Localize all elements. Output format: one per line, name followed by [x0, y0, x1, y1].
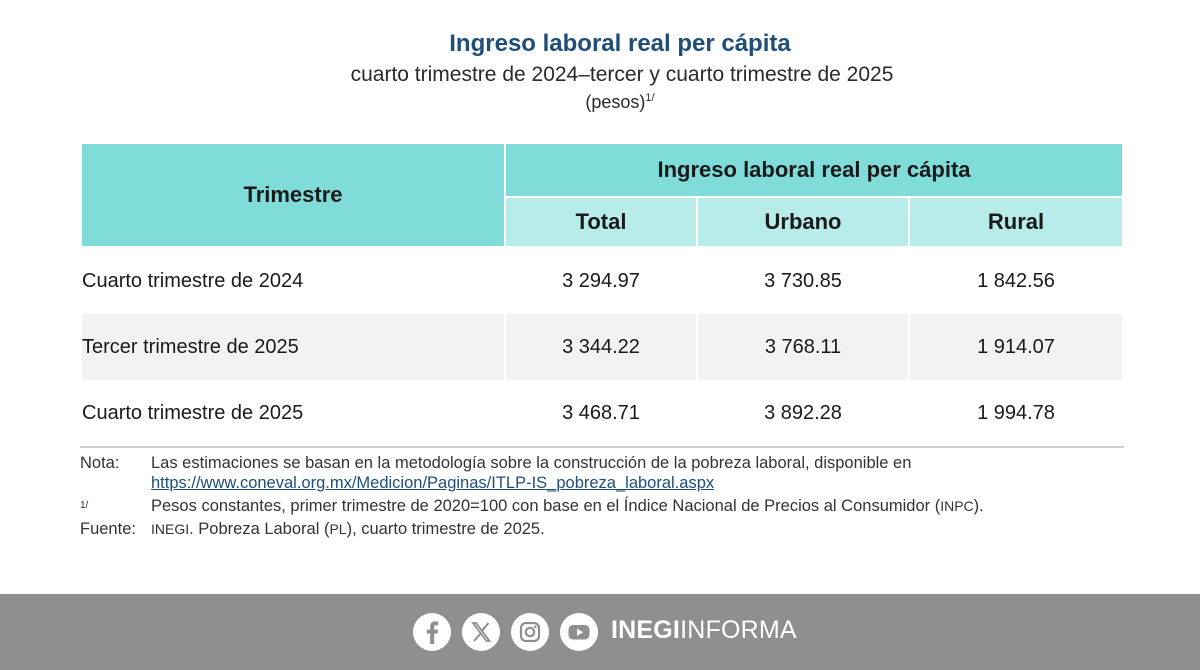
x-icon[interactable] — [462, 613, 500, 651]
note-text: Las estimaciones se basan en la metodolo… — [151, 454, 912, 472]
footnote-abbr: INPC — [940, 498, 974, 514]
source-text: INEGI. Pobreza Laboral (PL), cuarto trim… — [151, 520, 545, 538]
table-row: Cuarto trimestre de 2025 3 468.71 3 892.… — [80, 380, 1125, 448]
cell-rural: 1 994.78 — [907, 380, 1125, 448]
note-methodology: Nota: Las estimaciones se basan en la me… — [80, 453, 1122, 493]
cell-urbano: 3 730.85 — [696, 247, 910, 314]
table-row: Tercer trimestre de 2025 3 344.22 3 768.… — [80, 314, 1125, 380]
cell-total: 3 344.22 — [504, 314, 698, 380]
facebook-icon[interactable] — [413, 613, 451, 651]
header-trimestre: Trimestre — [80, 142, 506, 248]
instagram-icon[interactable] — [511, 613, 549, 651]
cell-urbano: 3 892.28 — [696, 380, 910, 448]
row-label: Cuarto trimestre de 2024 — [80, 247, 506, 314]
row-label: Tercer trimestre de 2025 — [80, 314, 506, 380]
note-label: Nota: — [80, 454, 120, 472]
header-total: Total — [504, 196, 698, 248]
brand-bold: INEGI — [611, 616, 681, 644]
header-group-income: Ingreso laboral real per cápita — [503, 142, 1125, 198]
source-org: INEGI — [151, 521, 190, 537]
brand-logo-text: INEGIINFORMA — [611, 616, 797, 645]
cell-total: 3 294.97 — [504, 247, 698, 314]
note-footnote: 1/ Pesos constantes, primer trimestre de… — [80, 496, 1122, 516]
brand-light: INFORMA — [680, 616, 797, 644]
header-urbano: Urbano — [696, 196, 910, 248]
table-notes: Nota: Las estimaciones se basan en la me… — [80, 453, 1122, 539]
page-subtitle: cuarto trimestre de 2024–tercer y cuarto… — [350, 63, 894, 86]
footer-bar: INEGIINFORMA — [0, 594, 1200, 670]
note-source: Fuente: INEGI. Pobreza Laboral (PL), cua… — [80, 519, 1122, 539]
methodology-link[interactable]: https://www.coneval.org.mx/Medicion/Pagi… — [151, 474, 715, 492]
units-text: (pesos) — [585, 92, 646, 112]
source-label: Fuente: — [80, 520, 136, 538]
header-rural: Rural — [907, 196, 1125, 248]
footnote-label: 1/ — [80, 500, 89, 511]
cell-total: 3 468.71 — [504, 380, 698, 448]
units-label: (pesos)1/ — [0, 92, 1200, 113]
income-table: Trimestre Ingreso laboral real per cápit… — [80, 142, 1125, 448]
youtube-icon[interactable] — [560, 613, 598, 651]
cell-rural: 1 842.56 — [907, 247, 1125, 314]
cell-rural: 1 914.07 — [907, 314, 1125, 380]
row-label: Cuarto trimestre de 2025 — [80, 380, 506, 448]
table-row: Cuarto trimestre de 2024 3 294.97 3 730.… — [80, 247, 1125, 314]
footnote-text: Pesos constantes, primer trimestre de 20… — [151, 497, 984, 515]
source-abbr: PL — [329, 521, 347, 537]
units-footnote-ref: 1/ — [645, 92, 655, 104]
page-title: Ingreso laboral real per cápita — [449, 30, 791, 57]
cell-urbano: 3 768.11 — [696, 314, 910, 380]
